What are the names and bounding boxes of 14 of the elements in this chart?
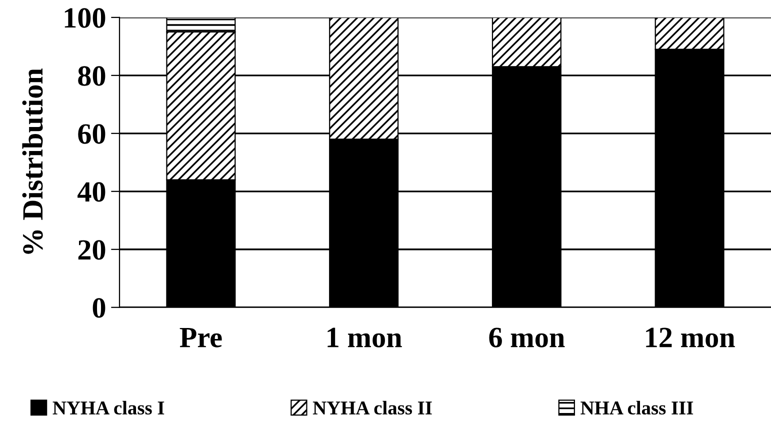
y-tick-label: 100: [64, 8, 106, 28]
x-tick-label: 6 mon: [489, 328, 565, 348]
y-tick-label: 60: [78, 124, 106, 144]
x-tick-label: 12 mon: [646, 328, 735, 348]
y-axis-title: % Distribution: [22, 68, 43, 254]
y-tick-label: 80: [78, 66, 106, 86]
x-tick-label: 1 mon: [328, 328, 402, 348]
y-tick-label: 0: [92, 298, 106, 318]
legend-label: NHA class III: [580, 400, 694, 415]
y-tick-label: 20: [78, 240, 106, 260]
legend-label: NYHA class I: [52, 400, 164, 415]
x-tick-label: Pre: [180, 328, 222, 348]
legend-label: NYHA class II: [312, 400, 432, 415]
y-tick-label: 40: [78, 182, 106, 202]
